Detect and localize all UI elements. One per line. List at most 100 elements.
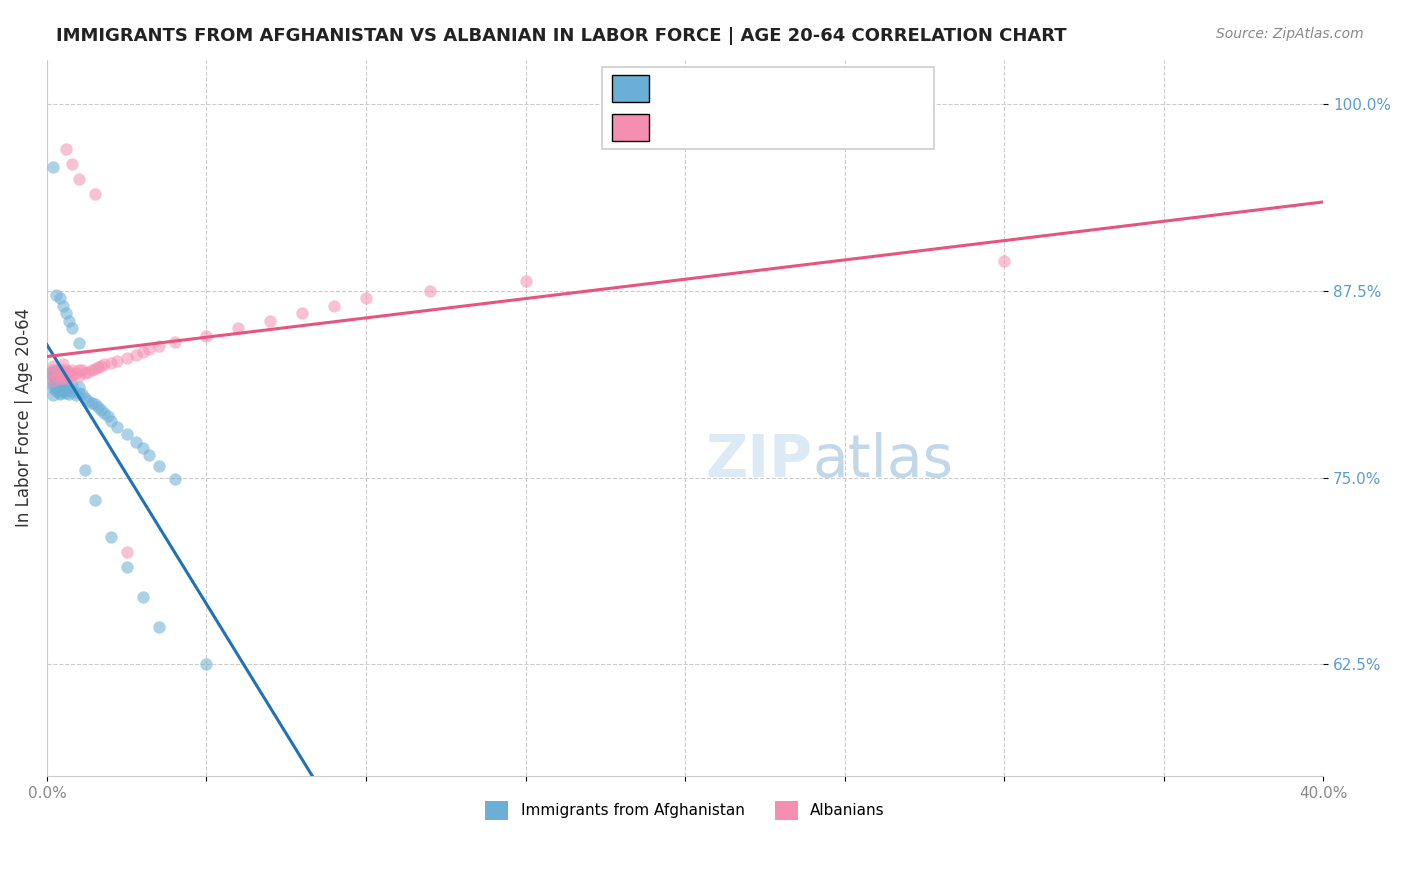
- Point: [62, 384, 84, 398]
- Point: [148, 458, 170, 473]
- Point: [195, 657, 218, 672]
- Point: [80, 363, 103, 377]
- Point: [105, 420, 128, 434]
- Point: [70, 387, 93, 401]
- Point: [67, 385, 90, 400]
- Point: [228, 321, 250, 335]
- Text: Source: ZipAtlas.com: Source: ZipAtlas.com: [1216, 27, 1364, 41]
- Point: [83, 186, 105, 201]
- Point: [48, 383, 70, 397]
- Point: [125, 348, 148, 362]
- Point: [52, 357, 75, 371]
- Point: [45, 369, 67, 384]
- Point: [48, 369, 70, 384]
- Point: [45, 384, 67, 398]
- Point: [115, 545, 138, 559]
- Point: [42, 381, 65, 395]
- Point: [45, 368, 67, 382]
- Point: [48, 387, 70, 401]
- Point: [48, 368, 70, 382]
- Point: [55, 383, 77, 397]
- Point: [48, 361, 70, 376]
- Point: [67, 369, 90, 384]
- Point: [42, 374, 65, 388]
- Point: [77, 365, 100, 379]
- Point: [45, 363, 67, 377]
- Point: [52, 381, 75, 395]
- Point: [354, 292, 377, 306]
- Point: [515, 274, 537, 288]
- Point: [67, 379, 90, 393]
- Point: [148, 339, 170, 353]
- Point: [67, 363, 90, 377]
- Point: [58, 365, 80, 379]
- Point: [42, 388, 65, 402]
- Point: [58, 387, 80, 401]
- Text: atlas: atlas: [813, 433, 953, 490]
- Point: [55, 369, 77, 384]
- Point: [70, 363, 93, 377]
- Text: ZIP: ZIP: [706, 433, 813, 490]
- Point: [75, 463, 97, 477]
- Point: [83, 397, 105, 411]
- Point: [148, 620, 170, 634]
- Point: [65, 388, 87, 402]
- Point: [105, 354, 128, 368]
- Legend: Immigrants from Afghanistan, Albanians: Immigrants from Afghanistan, Albanians: [479, 795, 891, 826]
- Point: [67, 172, 90, 186]
- Point: [100, 356, 122, 370]
- Point: [42, 378, 65, 392]
- Point: [42, 359, 65, 373]
- Point: [42, 160, 65, 174]
- Point: [291, 306, 314, 320]
- Point: [52, 384, 75, 398]
- Point: [62, 378, 84, 392]
- Point: [55, 306, 77, 320]
- Point: [83, 493, 105, 508]
- Point: [259, 314, 281, 328]
- Point: [48, 292, 70, 306]
- Point: [65, 366, 87, 380]
- Point: [55, 385, 77, 400]
- Point: [115, 351, 138, 366]
- Point: [993, 254, 1015, 268]
- Point: [138, 448, 160, 462]
- Point: [39, 366, 62, 380]
- Point: [62, 368, 84, 382]
- Point: [75, 392, 97, 406]
- Point: [48, 378, 70, 392]
- Point: [62, 321, 84, 335]
- Point: [45, 372, 67, 386]
- Point: [93, 357, 115, 371]
- Point: [77, 394, 100, 409]
- Point: [52, 379, 75, 393]
- Point: [45, 288, 67, 302]
- Point: [55, 363, 77, 377]
- Point: [138, 342, 160, 356]
- Point: [42, 363, 65, 377]
- Point: [90, 359, 112, 373]
- Point: [52, 365, 75, 379]
- Text: IMMIGRANTS FROM AFGHANISTAN VS ALBANIAN IN LABOR FORCE | AGE 20-64 CORRELATION C: IMMIGRANTS FROM AFGHANISTAN VS ALBANIAN …: [56, 27, 1067, 45]
- Point: [42, 374, 65, 388]
- Point: [62, 363, 84, 377]
- Point: [323, 299, 346, 313]
- Point: [100, 414, 122, 428]
- Point: [62, 157, 84, 171]
- Point: [163, 472, 186, 486]
- Point: [131, 590, 153, 604]
- Point: [195, 328, 218, 343]
- Point: [52, 370, 75, 384]
- Point: [115, 427, 138, 442]
- Point: [83, 361, 105, 376]
- Y-axis label: In Labor Force | Age 20-64: In Labor Force | Age 20-64: [15, 309, 32, 527]
- Point: [96, 409, 118, 424]
- Point: [163, 334, 186, 349]
- Point: [90, 403, 112, 417]
- Point: [45, 376, 67, 391]
- Point: [55, 142, 77, 156]
- Point: [55, 374, 77, 388]
- Point: [39, 366, 62, 380]
- Point: [45, 379, 67, 393]
- Point: [58, 314, 80, 328]
